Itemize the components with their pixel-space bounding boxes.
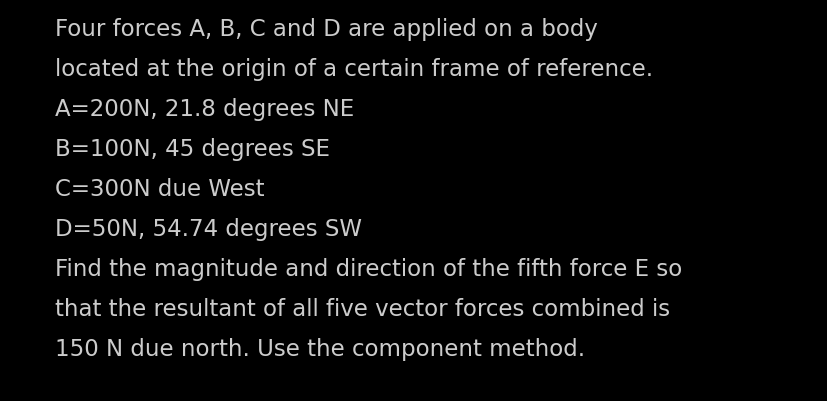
Text: D=50N, 54.74 degrees SW: D=50N, 54.74 degrees SW	[55, 218, 361, 241]
Text: Four forces A, B, C and D are applied on a body: Four forces A, B, C and D are applied on…	[55, 18, 597, 41]
Text: B=100N, 45 degrees SE: B=100N, 45 degrees SE	[55, 138, 330, 161]
Text: 150 N due north. Use the component method.: 150 N due north. Use the component metho…	[55, 338, 585, 361]
Text: C=300N due West: C=300N due West	[55, 178, 264, 201]
Text: located at the origin of a certain frame of reference.: located at the origin of a certain frame…	[55, 58, 653, 81]
Text: that the resultant of all five vector forces combined is: that the resultant of all five vector fo…	[55, 298, 669, 321]
Text: Find the magnitude and direction of the fifth force E so: Find the magnitude and direction of the …	[55, 258, 681, 281]
Text: A=200N, 21.8 degrees NE: A=200N, 21.8 degrees NE	[55, 98, 354, 121]
